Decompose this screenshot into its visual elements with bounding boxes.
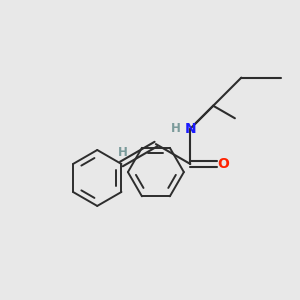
- Text: H: H: [171, 122, 181, 135]
- Text: H: H: [118, 146, 128, 159]
- Text: N: N: [184, 122, 196, 136]
- Text: O: O: [218, 157, 229, 171]
